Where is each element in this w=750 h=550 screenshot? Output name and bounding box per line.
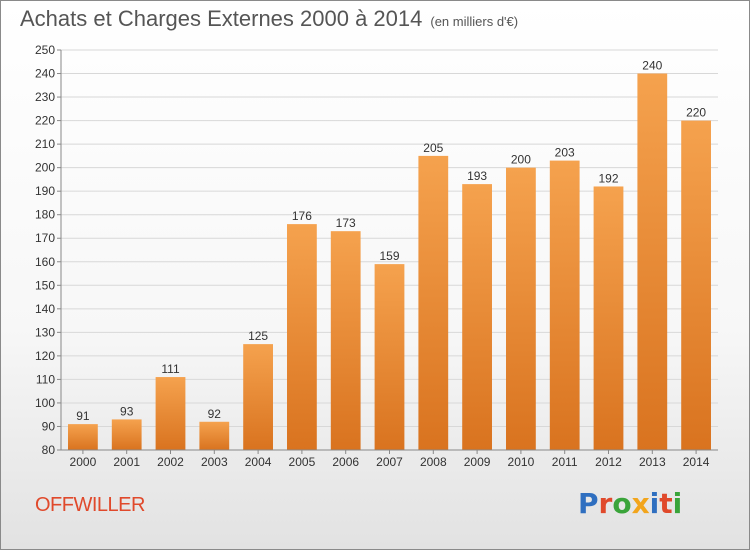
- data-label-2009: 193: [467, 169, 487, 183]
- bar-2013: [637, 73, 668, 450]
- data-label-2007: 159: [379, 249, 399, 263]
- data-label-2002: 111: [161, 362, 180, 376]
- bar-2000: [68, 424, 98, 450]
- bar-2003: [199, 421, 230, 450]
- y-tick-label: 170: [35, 231, 55, 245]
- x-tick-label: 2000: [70, 455, 97, 469]
- bar-2014: [681, 120, 711, 451]
- y-tick-label: 190: [35, 184, 55, 198]
- y-tick-label: 250: [35, 43, 55, 57]
- bar-2002: [155, 377, 186, 450]
- axes: 80 90 100 110 120 130 140 150 160 170 180 190 200 210…: [35, 43, 718, 469]
- y-tick-label: 120: [35, 349, 55, 363]
- y-tick-label: 230: [35, 90, 55, 104]
- x-tick-label: 2009: [464, 455, 491, 469]
- y-tick-label: 220: [35, 114, 55, 128]
- bar-2004: [243, 344, 273, 450]
- x-tick-label: 2004: [245, 455, 272, 469]
- x-tick-label: 2005: [289, 455, 316, 469]
- data-label-2012: 192: [598, 171, 618, 185]
- x-tick-label: 2006: [332, 455, 359, 469]
- bar-2009: [462, 184, 492, 450]
- data-label-2004: 125: [248, 329, 268, 343]
- y-tick-label: 150: [35, 278, 55, 292]
- bar-2007: [374, 264, 405, 450]
- bar-2001: [111, 419, 142, 450]
- data-label-2014: 220: [686, 106, 706, 120]
- data-label-2001: 93: [120, 404, 134, 418]
- x-tick-label: 2014: [683, 455, 710, 469]
- x-tick-label: 2010: [508, 455, 535, 469]
- bar-2010: [506, 167, 536, 450]
- data-label-2005: 176: [292, 209, 312, 223]
- y-tick-label: 140: [35, 302, 55, 316]
- data-label-2011: 203: [555, 146, 575, 160]
- y-tick-label: 100: [35, 396, 55, 410]
- x-tick-label: 2002: [157, 455, 184, 469]
- chart-title-text: Achats et Charges Externes 2000 à 2014: [20, 6, 423, 31]
- data-label-2006: 173: [336, 216, 356, 230]
- data-label-2013: 240: [642, 59, 662, 73]
- x-tick-label: 2011: [552, 455, 578, 469]
- x-tick-label: 2007: [376, 455, 403, 469]
- data-label-2010: 200: [511, 153, 531, 167]
- y-tick-label: 160: [35, 255, 55, 269]
- y-tick-label: 210: [35, 137, 55, 151]
- x-tick-label: 2001: [113, 455, 140, 469]
- bar-2012: [593, 186, 624, 450]
- y-tick-label: 130: [35, 325, 55, 339]
- y-tick-label: 180: [35, 208, 55, 222]
- data-label-2003: 92: [208, 407, 222, 421]
- logo-letter: i: [672, 487, 683, 520]
- bar-2011: [549, 160, 580, 450]
- y-tick-label: 110: [36, 372, 55, 386]
- y-tick-label: 200: [35, 161, 55, 175]
- data-labels: 91 93 111 92 125 176 173 159 205 193 200 203 192 240 2…: [76, 59, 706, 424]
- chart-title: Achats et Charges Externes 2000 à 2014 (e…: [20, 6, 518, 32]
- bars: [68, 73, 711, 451]
- x-tick-label: 2003: [201, 455, 228, 469]
- bar-2008: [418, 155, 449, 450]
- logo-letter: x: [631, 487, 650, 520]
- logo-letter: i: [649, 487, 660, 520]
- place-name: OFFWILLER: [35, 494, 145, 516]
- x-tick-label: 2008: [420, 455, 447, 469]
- y-tick-label: 80: [42, 443, 56, 457]
- logo-letter: o: [612, 487, 632, 520]
- bar-2006: [330, 231, 361, 450]
- bar-2005: [287, 224, 317, 450]
- x-tick-label: 2012: [595, 455, 622, 469]
- x-tick-label: 2013: [639, 455, 666, 469]
- data-label-2008: 205: [423, 141, 443, 155]
- chart-unit: (en milliers d'€): [430, 14, 519, 29]
- y-tick-label: 90: [42, 419, 56, 433]
- logo-letter: t: [659, 487, 673, 520]
- data-label-2000: 91: [76, 409, 90, 423]
- logo-letter: P: [578, 487, 599, 520]
- y-tick-label: 240: [35, 67, 55, 81]
- logo-letter: r: [598, 487, 613, 520]
- proxiti-logo: Proxiti: [578, 487, 682, 520]
